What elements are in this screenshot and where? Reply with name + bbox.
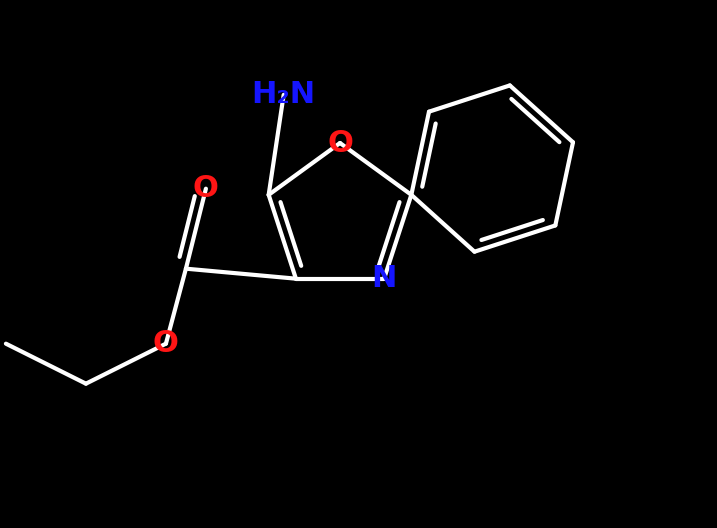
Text: H₂N: H₂N (252, 80, 315, 109)
Text: O: O (153, 329, 179, 358)
Text: N: N (371, 264, 397, 293)
Text: O: O (193, 174, 219, 203)
Text: O: O (327, 128, 353, 157)
